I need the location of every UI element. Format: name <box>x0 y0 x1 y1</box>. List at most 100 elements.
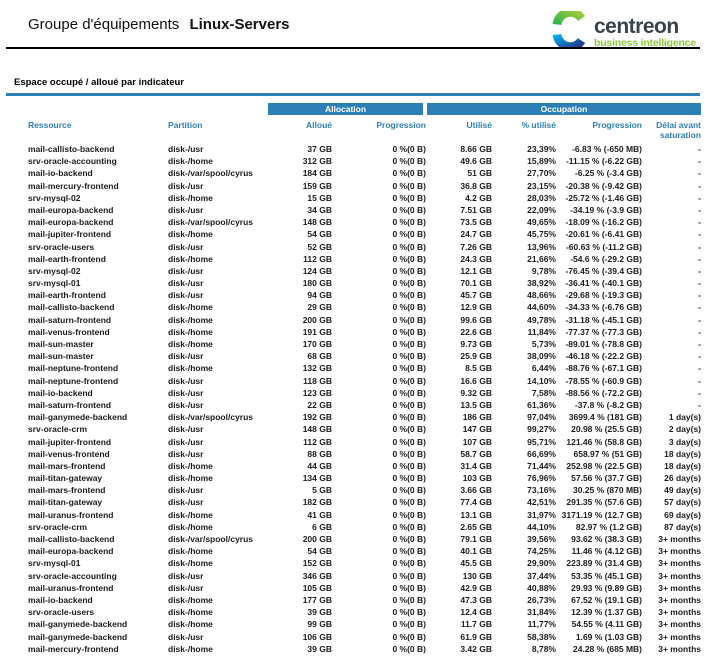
column-header-partition: Partition <box>168 120 203 130</box>
table-row: mail-callisto-backend disk-/usr 37 GB 0 … <box>28 143 701 155</box>
cell-delai-saturation: - <box>698 217 701 228</box>
cell-alloue: 134 GB <box>302 473 332 484</box>
cell-delai-saturation: 26 day(s) <box>664 473 701 484</box>
cell-progression-occupation: 57.56 % (37.7 GB) <box>571 473 642 484</box>
cell-partition: disk-/home <box>168 314 213 325</box>
cell-utilise: 9.73 GB <box>460 339 492 349</box>
cell-ressource: mail-ganymede-backend <box>28 631 128 642</box>
cell-delai-saturation: 49 day(s) <box>664 485 701 496</box>
cell-ressource: srv-mysql-01 <box>28 558 81 569</box>
cell-delai-saturation: - <box>698 302 701 313</box>
cell-alloue: 15 GB <box>307 192 332 203</box>
cell-partition: disk-/home <box>168 326 213 337</box>
column-header-delai-saturation: Délai avant saturation <box>656 120 701 140</box>
cell-pct-utilise: 8,78% <box>531 643 556 654</box>
logo-wordmark: centreon <box>594 14 679 38</box>
cell-progression-allocation: 0 %(0 B) <box>392 448 426 459</box>
cell-pct-utilise: 11,77% <box>527 619 556 630</box>
table-row: mail-io-backend disk-/home 177 GB 0 %(0 … <box>28 594 701 606</box>
cell-ressource: mail-callisto-backend <box>28 302 115 313</box>
cell-pct-utilise: 9,78% <box>531 265 556 276</box>
cell-progression-allocation: 0 %(0 B) <box>392 265 426 276</box>
cell-ressource: srv-mysql-02 <box>28 192 81 203</box>
cell-progression-occupation: -77.37 % (-77.3 GB) <box>565 326 642 337</box>
cell-ressource: mail-uranus-frontend <box>28 509 114 520</box>
table-row: srv-oracle-accounting disk-/home 312 GB … <box>28 155 701 167</box>
cell-progression-allocation: 0 %(0 B) <box>392 241 426 252</box>
cell-delai-saturation: - <box>698 326 701 337</box>
table-row: mail-neptune-frontend disk-/home 132 GB … <box>28 362 701 374</box>
cell-partition: disk-/home <box>168 363 213 374</box>
table-row: mail-neptune-frontend disk-/usr 118 GB 0… <box>28 375 701 387</box>
cell-progression-occupation: 30.25 % (870 MB) <box>573 485 642 496</box>
cell-progression-allocation: 0 %(0 B) <box>392 631 426 642</box>
cell-delai-saturation: 87 day(s) <box>664 521 701 532</box>
cell-progression-occupation: 223.89 % (31.4 GB) <box>566 558 642 569</box>
cell-alloue: 105 GB <box>302 582 332 593</box>
cell-alloue: 200 GB <box>302 534 332 544</box>
cell-alloue: 6 GB <box>312 521 332 532</box>
cell-progression-occupation: 24.28 % (685 MB) <box>573 643 642 654</box>
cell-partition: disk-/home <box>168 302 213 313</box>
cell-utilise: 186 GB <box>462 412 492 423</box>
cell-ressource: mail-sun-master <box>28 351 94 362</box>
cell-pct-utilise: 66,69% <box>527 448 556 459</box>
cell-pct-utilise: 23,39% <box>527 144 556 154</box>
column-header-alloue: Alloué <box>306 120 332 130</box>
cell-progression-allocation: 0 %(0 B) <box>392 339 426 349</box>
cell-utilise: 8.66 GB <box>460 144 492 154</box>
cell-utilise: 61.9 GB <box>460 631 492 642</box>
cell-utilise: 47.3 GB <box>460 594 492 605</box>
cell-pct-utilise: 5,73% <box>531 339 556 349</box>
cell-progression-occupation: -6.25 % (-3.4 GB) <box>574 168 642 179</box>
cell-alloue: 192 GB <box>302 412 332 423</box>
cell-delai-saturation: - <box>698 375 701 386</box>
centreon-mark-icon <box>551 8 588 53</box>
cell-progression-occupation: -31.18 % (-45.1 GB) <box>565 314 642 325</box>
cell-progression-occupation: 12.39 % (1.37 GB) <box>571 607 642 618</box>
cell-alloue: 54 GB <box>307 229 332 240</box>
cell-ressource: srv-oracle-users <box>28 241 95 252</box>
cell-delai-saturation: - <box>698 339 701 349</box>
cell-partition: disk-/usr <box>168 180 204 191</box>
cell-ressource: mail-uranus-frontend <box>28 582 114 593</box>
table-row: mail-titan-gateway disk-/usr 182 GB 0 %(… <box>28 496 701 508</box>
cell-progression-allocation: 0 %(0 B) <box>392 436 426 447</box>
cell-alloue: 54 GB <box>307 546 332 557</box>
cell-pct-utilise: 11,84% <box>527 326 556 337</box>
cell-progression-occupation: -89.01 % (-78.8 GB) <box>565 339 642 349</box>
cell-ressource: mail-venus-frontend <box>28 448 110 459</box>
cell-delai-saturation: 3+ months <box>658 582 701 593</box>
cell-pct-utilise: 71,44% <box>527 460 556 471</box>
cell-ressource: srv-oracle-crm <box>28 424 88 435</box>
column-header-pct-utilise: % utilisé <box>521 120 556 130</box>
cell-utilise: 2.65 GB <box>460 521 492 532</box>
cell-partition: disk-/home <box>168 473 213 484</box>
cell-partition: disk-/usr <box>168 485 204 496</box>
table-row: mail-uranus-frontend disk-/usr 105 GB 0 … <box>28 582 701 594</box>
cell-progression-allocation: 0 %(0 B) <box>392 460 426 471</box>
cell-pct-utilise: 73,16% <box>527 485 556 496</box>
cell-progression-occupation: 54.55 % (4.11 GB) <box>571 619 642 630</box>
cell-partition: disk-/home <box>168 509 213 520</box>
cell-partition: disk-/home <box>168 643 213 654</box>
cell-progression-allocation: 0 %(0 B) <box>392 290 426 301</box>
cell-alloue: 170 GB <box>302 339 332 349</box>
cell-utilise: 42.9 GB <box>460 582 492 593</box>
cell-progression-occupation: -46.18 % (-22.2 GB) <box>565 351 642 362</box>
cell-progression-allocation: 0 %(0 B) <box>392 253 426 264</box>
cell-alloue: 88 GB <box>307 448 332 459</box>
table-row: mail-earth-frontend disk-/usr 94 GB 0 %(… <box>28 289 701 301</box>
cell-utilise: 3.66 GB <box>460 485 492 496</box>
cell-partition: disk-/usr <box>168 375 204 386</box>
cell-partition: disk-/usr <box>168 436 204 447</box>
cell-utilise: 16.6 GB <box>460 375 492 386</box>
cell-progression-occupation: 11.46 % (4.12 GB) <box>571 546 642 557</box>
cell-ressource: mail-neptune-frontend <box>28 375 119 386</box>
cell-partition: disk-/home <box>168 594 213 605</box>
table-row: mail-venus-frontend disk-/home 191 GB 0 … <box>28 326 701 338</box>
cell-pct-utilise: 27,70% <box>527 168 556 179</box>
table-row: srv-mysql-01 disk-/home 152 GB 0 %(0 B) … <box>28 557 701 569</box>
cell-pct-utilise: 29,90% <box>527 558 556 569</box>
cell-progression-allocation: 0 %(0 B) <box>392 594 426 605</box>
